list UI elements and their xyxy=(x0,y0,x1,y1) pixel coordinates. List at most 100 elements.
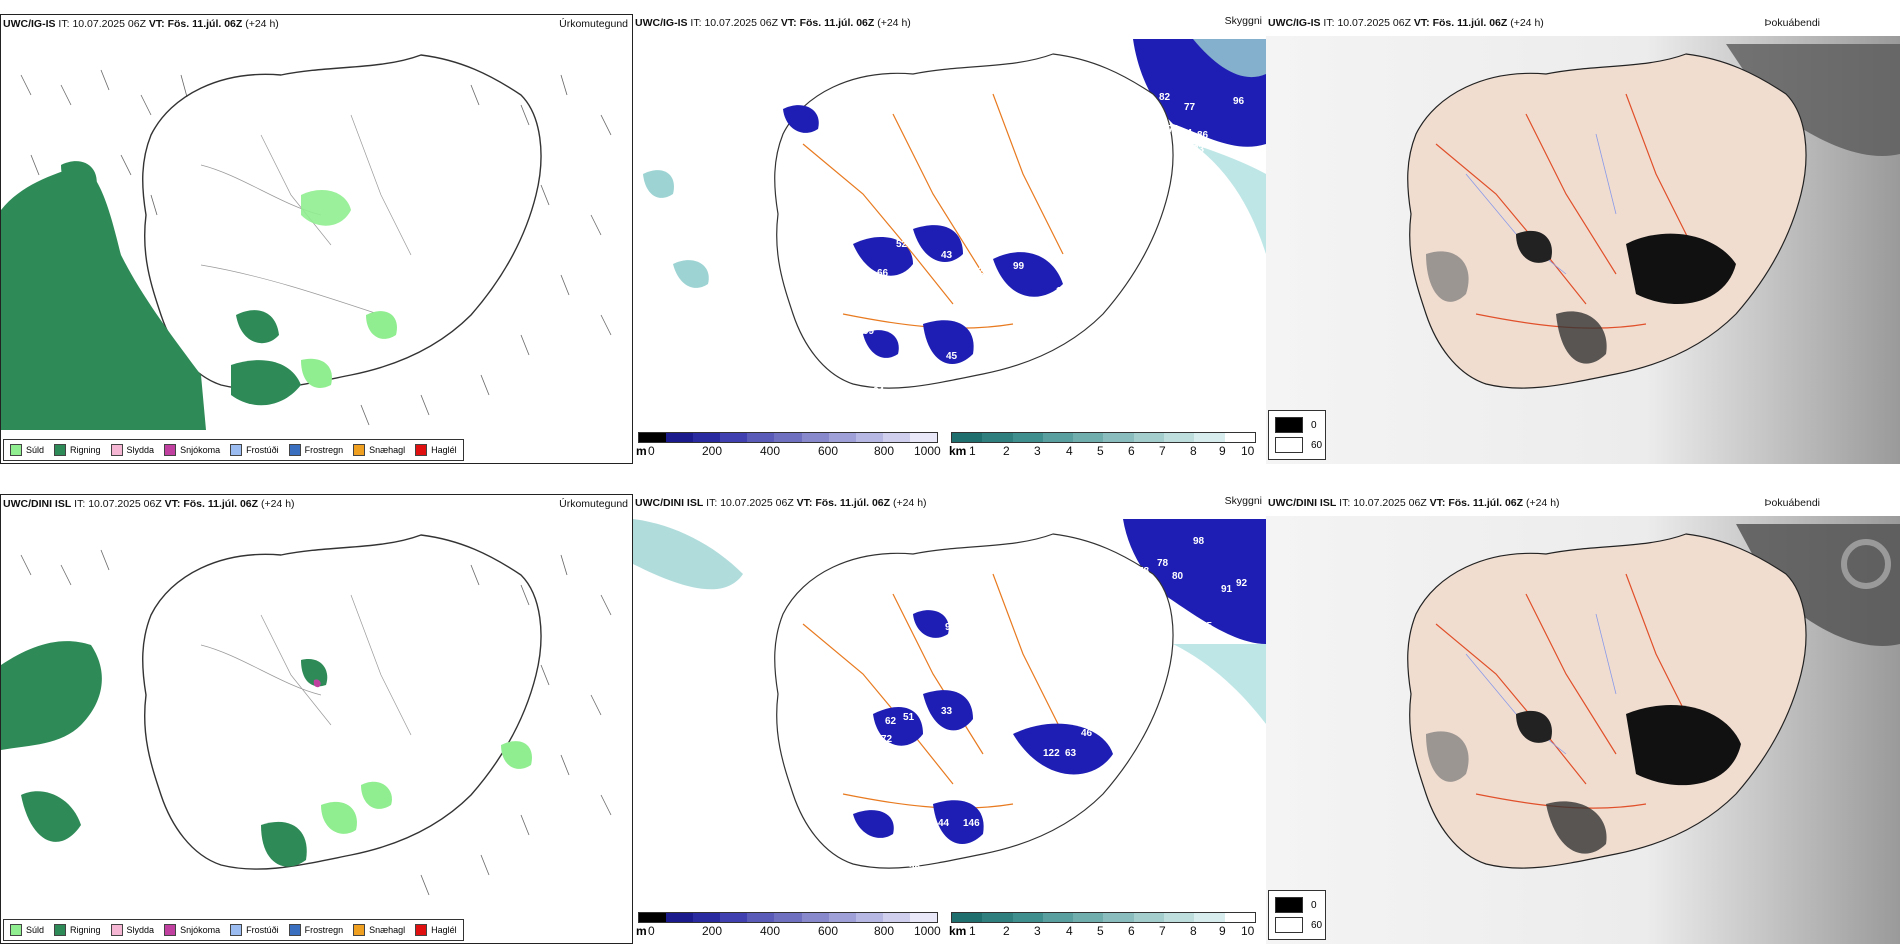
panel-title: Skyggni xyxy=(1224,495,1262,507)
precip-map[interactable] xyxy=(1,15,633,464)
colorbar-segment xyxy=(1012,913,1043,922)
height-colorbar: m 0 200 400 600 800 1000 xyxy=(636,912,941,940)
svg-text:99: 99 xyxy=(1138,156,1150,167)
colorbar-segment xyxy=(1103,433,1134,442)
svg-text:69: 69 xyxy=(851,289,863,300)
svg-text:78: 78 xyxy=(1138,566,1150,577)
svg-text:86: 86 xyxy=(1197,130,1209,141)
svg-text:98: 98 xyxy=(1193,536,1205,547)
legend-item: Slydda xyxy=(110,444,154,456)
svg-text:49: 49 xyxy=(1093,714,1105,725)
svg-text:88: 88 xyxy=(1023,328,1035,339)
legend-item: Frostúði xyxy=(230,444,279,456)
svg-text:170: 170 xyxy=(978,328,995,339)
colorbar-segment xyxy=(828,433,856,442)
svg-text:28: 28 xyxy=(909,864,921,875)
legend-item: Rigning xyxy=(54,444,101,456)
colorbar-segment xyxy=(774,913,802,922)
colorbar-segment xyxy=(1073,913,1104,922)
colorbar-segment xyxy=(1103,913,1134,922)
cloud-map[interactable]: 98 78 80 91 92 78 75 93 94 108 42 33 62 … xyxy=(633,494,1266,944)
model-name: UWC/DINI ISL xyxy=(3,498,72,510)
colorbar-segment xyxy=(1073,433,1104,442)
iceland-coastline xyxy=(1407,533,1807,869)
colorbar-segment xyxy=(855,433,883,442)
svg-text:66: 66 xyxy=(877,268,889,279)
svg-text:60: 60 xyxy=(826,344,838,355)
low-cloud-area xyxy=(1123,519,1266,644)
svg-text:62: 62 xyxy=(733,134,745,145)
colorbar-segment xyxy=(747,433,775,442)
colorbar-segment xyxy=(1164,913,1195,922)
valid-time: Fös. 11.júl. 06Z xyxy=(183,498,259,510)
svg-text:35: 35 xyxy=(751,82,763,93)
valid-time: Fös. 11.júl. 06Z xyxy=(167,18,243,30)
panel-title: Úrkomutegund xyxy=(559,498,628,510)
visibility-colorbar: km 1 2 3 4 5 6 7 8 9 10 xyxy=(949,912,1256,940)
precip-map[interactable] xyxy=(1,495,633,944)
colorbar-segment xyxy=(909,433,938,442)
fog-area xyxy=(1626,233,1736,304)
svg-text:83: 83 xyxy=(1193,144,1205,155)
svg-text:35: 35 xyxy=(703,242,715,253)
colorbar-segment xyxy=(720,913,748,922)
svg-text:42: 42 xyxy=(1013,306,1025,317)
colorbar-segment xyxy=(952,433,983,442)
legend-item: Súld xyxy=(10,924,44,936)
svg-text:90: 90 xyxy=(1015,711,1027,722)
svg-text:93: 93 xyxy=(1116,636,1128,647)
fog-area xyxy=(1626,705,1741,786)
svg-text:82: 82 xyxy=(1159,92,1171,103)
svg-text:51: 51 xyxy=(903,712,915,723)
colorbar-segment xyxy=(855,913,883,922)
legend-item: Rigning xyxy=(54,924,101,936)
svg-text:32: 32 xyxy=(955,192,967,203)
height-colorbar: m 0 200 400 600 800 1000 xyxy=(636,432,941,460)
colorbar-segment xyxy=(1164,433,1195,442)
colorbar-segment xyxy=(1224,433,1255,442)
precip-legend: Súld Rigning Slydda Snjókoma Frostúði Fr… xyxy=(3,439,464,461)
svg-text:78: 78 xyxy=(1196,161,1208,172)
fog-map[interactable] xyxy=(1266,14,1900,464)
svg-text:83: 83 xyxy=(1173,202,1185,213)
rain-area xyxy=(1,165,206,430)
panel-title: Þokuábendi xyxy=(1764,17,1820,29)
svg-text:108: 108 xyxy=(930,646,947,657)
colorbar-segment xyxy=(1042,433,1074,442)
svg-text:21: 21 xyxy=(978,266,990,277)
colorbar-segment xyxy=(982,913,1013,922)
svg-text:44: 44 xyxy=(938,818,950,829)
rain-area xyxy=(1,641,102,750)
svg-text:67: 67 xyxy=(743,624,755,635)
panel-header: UWC/DINI ISL IT: 10.07.2025 06Z VT: Fös.… xyxy=(1268,497,1820,509)
svg-text:43: 43 xyxy=(941,250,953,261)
panel-title: Þokuábendi xyxy=(1764,497,1820,509)
svg-text:74: 74 xyxy=(1181,128,1193,139)
svg-text:63: 63 xyxy=(1065,748,1077,759)
cloud-map[interactable]: 96 82 77 73 71 74 86 83 78 22 99 52 43 2… xyxy=(633,14,1266,464)
cloud-panel-top: UWC/IG-IS IT: 10.07.2025 06Z VT: Fös. 11… xyxy=(633,14,1266,464)
panel-header: UWC/IG-IS IT: 10.07.2025 06Z VT: Fös. 11… xyxy=(3,18,628,30)
fog-map[interactable] xyxy=(1266,494,1900,944)
colorbar-segment xyxy=(720,433,748,442)
panel-header: UWC/DINI ISL IT: 10.07.2025 06Z VT: Fös.… xyxy=(635,495,1262,509)
legend-item: Frostregn xyxy=(288,924,343,936)
iceland-coastline xyxy=(774,53,1174,389)
colorbar-segment xyxy=(747,913,775,922)
precip-panel-bottom: UWC/DINI ISL IT: 10.07.2025 06Z VT: Fös.… xyxy=(0,494,633,944)
svg-text:92: 92 xyxy=(1236,578,1248,589)
iceland-coastline xyxy=(774,533,1174,869)
colorbar-segment xyxy=(693,433,721,442)
svg-text:45: 45 xyxy=(946,351,958,362)
lead-time: (+24 h) xyxy=(260,498,295,510)
colorbar-segment xyxy=(639,913,667,922)
colorbar-segment xyxy=(1012,433,1043,442)
colorbar-segment xyxy=(1133,913,1165,922)
svg-text:93: 93 xyxy=(916,346,928,357)
model-name: UWC/IG-IS xyxy=(3,18,56,30)
svg-text:72: 72 xyxy=(881,734,893,745)
panel-title: Úrkomutegund xyxy=(559,18,628,30)
svg-text:84: 84 xyxy=(913,816,925,827)
svg-text:62: 62 xyxy=(829,756,841,767)
svg-text:62: 62 xyxy=(885,716,897,727)
